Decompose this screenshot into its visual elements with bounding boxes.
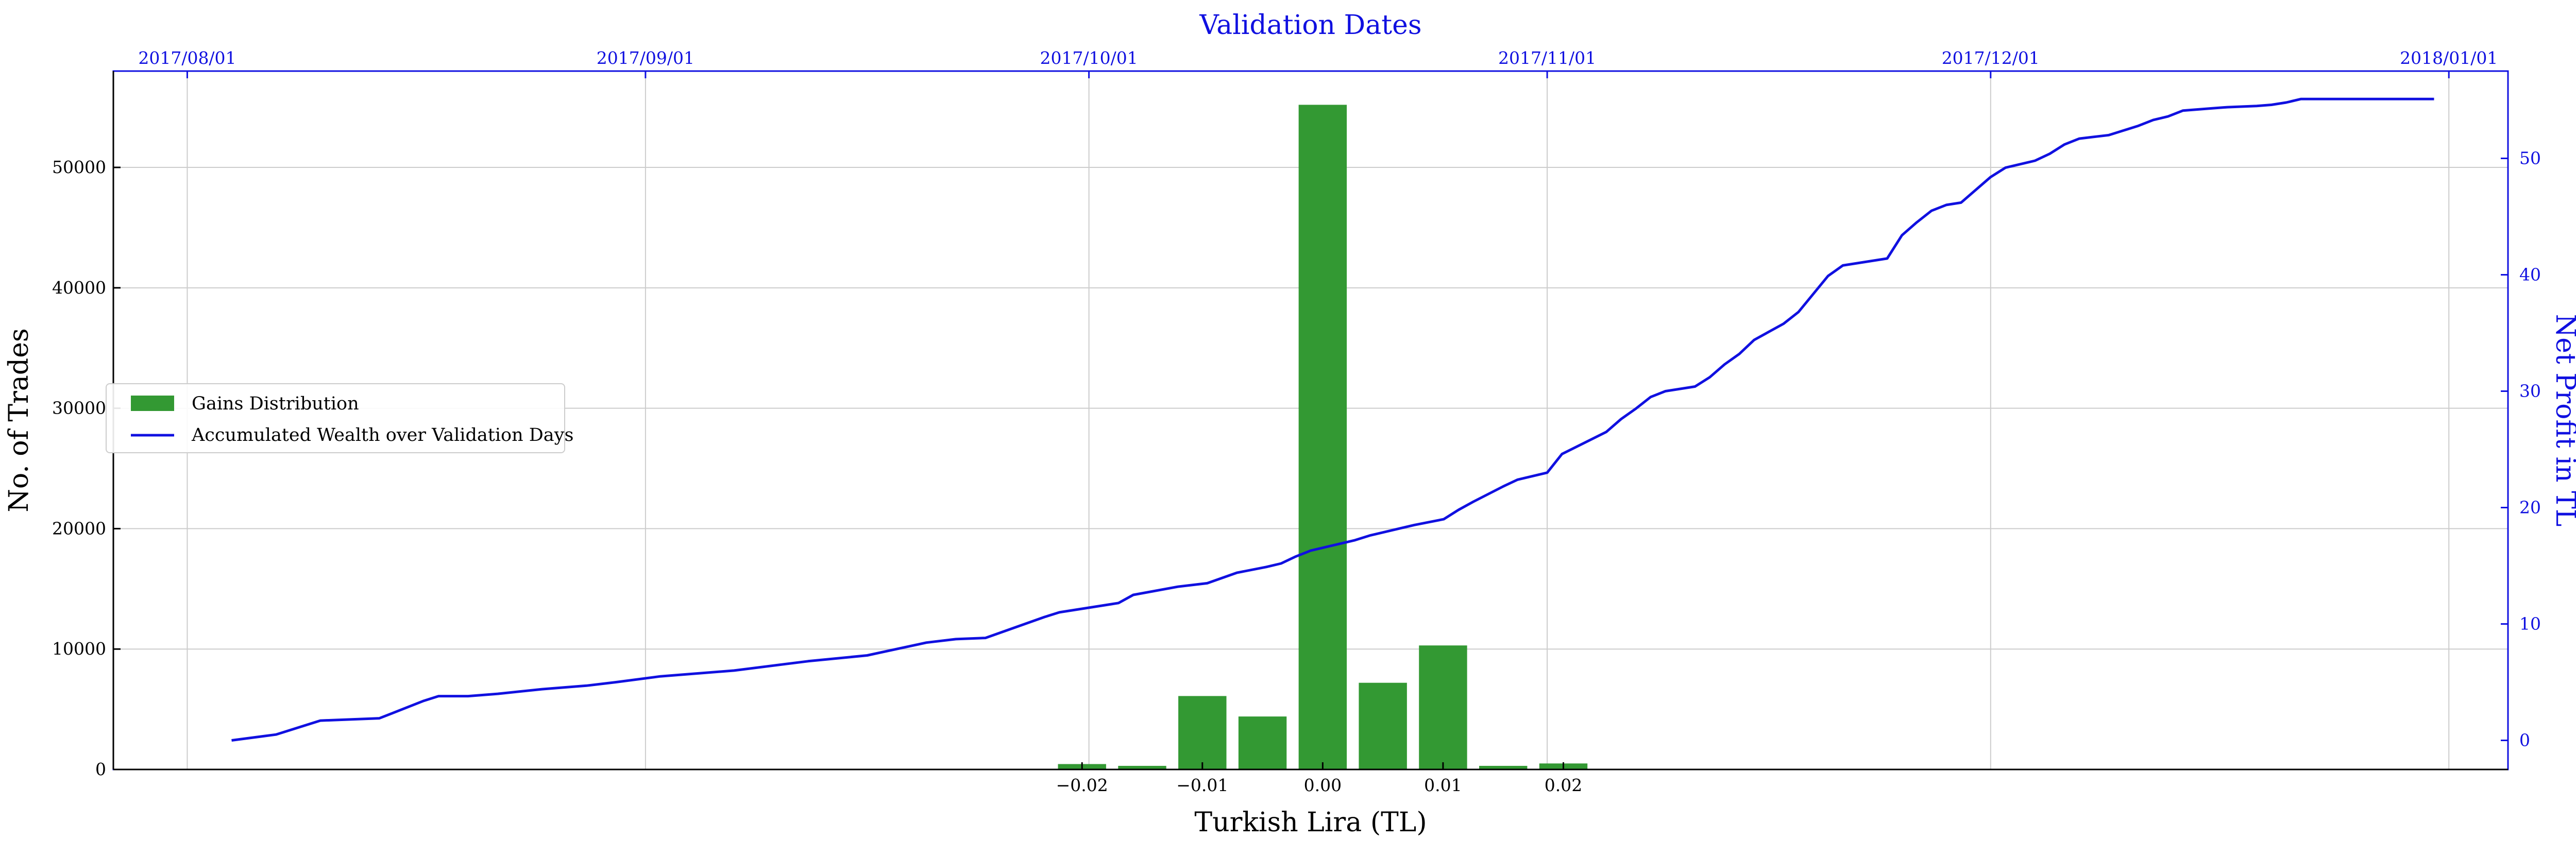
legend-swatch-bars [131,396,174,411]
left-tick-label: 0 [95,759,106,779]
legend-box [106,383,565,453]
top-tick-label: 2017/12/01 [1942,48,2040,68]
histogram-bar [1238,716,1287,769]
top-tick-label: 2017/11/01 [1498,48,1596,68]
top-tick-label: 2018/01/01 [2400,48,2498,68]
wealth-line [231,97,2434,742]
right-tick-label: 0 [2519,730,2530,750]
top-tick-label: 2017/08/01 [138,48,236,68]
top-axis-title: Validation Dates [1199,10,1421,41]
bottom-tick-label: −0.01 [1176,775,1228,795]
right-tick-label: 20 [2519,498,2541,518]
bottom-tick-label: 0.01 [1424,775,1462,795]
left-tick-label: 40000 [52,278,106,298]
wealth-line-layer [231,97,2434,742]
histogram-bars [937,105,1588,770]
top-tick-label: 2017/09/01 [597,48,694,68]
left-tick-label: 20000 [52,518,106,538]
left-tick-label: 10000 [52,639,106,659]
axis-ticks: 0 10000 20000 30000 40000 50000 −0.02 −0.01 0.00… [52,48,2541,795]
left-tick-label: 50000 [52,157,106,177]
bottom-tick-label: 0.02 [1545,775,1582,795]
legend-label-bars: Gains Distribution [192,393,359,414]
histogram-bar [1359,682,1407,769]
legend: Gains Distribution Accumulated Wealth ov… [106,383,573,453]
histogram-bar [1118,765,1166,769]
right-tick-label: 30 [2519,381,2541,401]
histogram-bar [1419,645,1467,769]
y-axis-title-right: Net Profit in TL [2550,314,2576,527]
bottom-tick-label: 0.00 [1304,775,1342,795]
histogram-bar [1479,765,1528,769]
bottom-tick-label: −0.02 [1056,775,1108,795]
histogram-bar [1178,696,1227,769]
right-tick-label: 50 [2519,148,2541,168]
top-tick-label: 2017/10/01 [1040,48,1138,68]
right-tick-label: 40 [2519,265,2541,285]
y-axis-title-left: No. of Trades [4,328,35,512]
x-axis-title: Turkish Lira (TL) [1194,807,1427,838]
right-tick-label: 10 [2519,614,2541,634]
left-tick-label: 30000 [52,398,106,418]
legend-label-line: Accumulated Wealth over Validation Days [191,425,573,446]
histogram-bar [1298,105,1347,770]
